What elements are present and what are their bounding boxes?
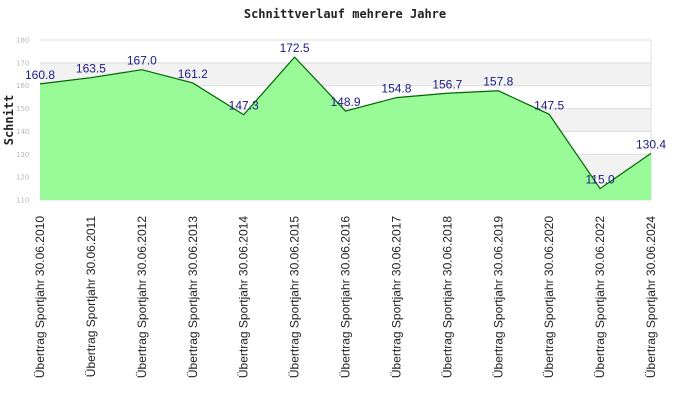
y-tick-label: 150 [16,105,29,113]
data-value-label: 156.7 [432,77,462,91]
y-tick-label: 120 [16,174,29,182]
x-tick-label: Übertrag Sportjahr 30.06.2016 [339,216,353,378]
data-value-label: 130.4 [636,137,666,151]
x-tick-label: Übertrag Sportjahr 30.06.2022 [593,216,607,378]
data-labels: 160.8 163.5 167.0 161.2 147.3 172.5 148.9 154.8… [25,41,666,186]
y-tick-label: 160 [16,82,29,90]
data-value-label: 147.5 [534,98,564,112]
y-tick-label: 180 [16,37,29,45]
data-value-label: 148.9 [330,95,360,109]
data-value-label: 163.5 [76,62,106,76]
data-value-label: 115.0 [586,173,615,187]
data-value-label: 172.5 [280,41,310,55]
chart-title: Schnittverlauf mehrere Jahre [244,7,446,21]
background-band [40,62,651,86]
x-tick-label: Übertrag Sportjahr 30.06.2015 [288,216,302,378]
data-value-label: 161.2 [178,67,208,81]
y-tick-label: 140 [16,128,29,136]
y-axis-label: Schnitt [2,95,16,146]
x-tick-label: Übertrag Sportjahr 30.06.2017 [389,216,403,378]
area-layer [39,56,652,201]
data-value-label: 157.8 [483,75,513,89]
data-value-label: 147.3 [229,99,259,113]
x-tick-label: Übertrag Sportjahr 30.06.2012 [135,216,149,378]
data-value-label: 160.8 [25,68,55,82]
x-tick-label: Übertrag Sportjahr 30.06.2013 [186,216,200,378]
series-line [39,56,652,190]
x-tick-label: Übertrag Sportjahr 30.06.2019 [491,216,505,378]
background-band [40,40,651,63]
y-axis-ticks: 110 120 130 140 150 160 170 180 [16,37,29,205]
x-tick-label: Übertrag Sportjahr 30.06.2010 [33,216,47,378]
area-fill [40,57,651,201]
x-tick-label: Übertrag Sportjahr 30.06.2011 [84,216,98,378]
x-tick-label: Übertrag Sportjahr 30.06.2018 [440,216,454,378]
y-tick-label: 170 [16,59,29,67]
x-tick-label: Übertrag Sportjahr 30.06.2014 [237,216,251,378]
data-value-label: 167.0 [127,54,157,68]
x-axis-ticks: Übertrag Sportjahr 30.06.2010 Übertrag Sp… [33,216,658,378]
x-tick-label: Übertrag Sportjahr 30.06.2020 [542,216,556,378]
y-tick-label: 130 [16,151,29,159]
x-tick-label: Übertrag Sportjahr 30.06.2024 [644,216,658,378]
y-tick-label: 110 [16,197,29,205]
data-value-label: 154.8 [381,82,411,96]
